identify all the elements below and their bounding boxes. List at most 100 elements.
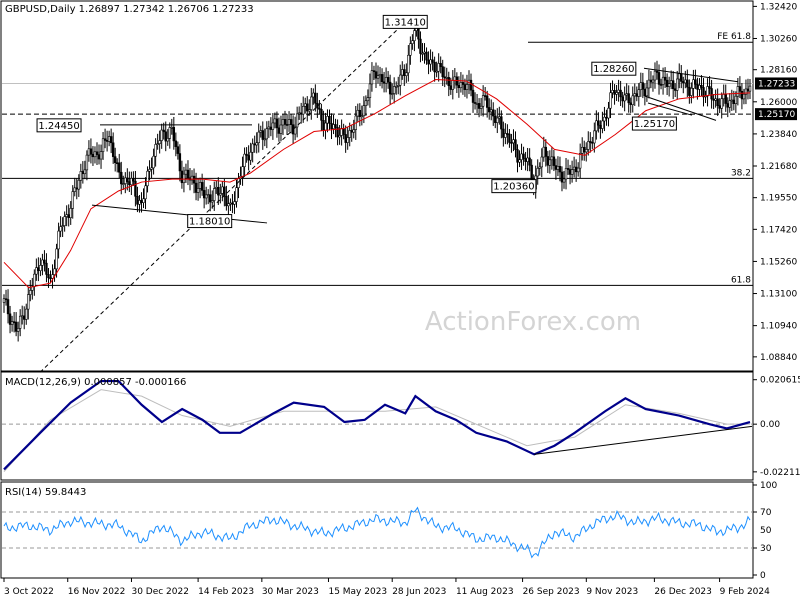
candle-body [328, 116, 331, 124]
candle-body [29, 290, 32, 295]
candle-body [322, 120, 325, 131]
candle-body [657, 72, 661, 85]
candle-body [126, 177, 129, 182]
annotation-label: 1.20360 [493, 182, 534, 193]
candle-body [740, 90, 744, 100]
candle-body [306, 103, 309, 112]
candle-body [471, 89, 475, 103]
channel-bottom-line [91, 204, 268, 224]
candle-body [61, 225, 64, 227]
candle-body [407, 54, 410, 74]
candle-body [116, 162, 119, 165]
candle-body [585, 149, 588, 153]
candle-body [601, 120, 604, 129]
candle-body [457, 84, 461, 89]
candle-body [678, 73, 681, 80]
level-label: 61.8 [731, 275, 751, 285]
candle-body [669, 80, 673, 84]
candle-body [611, 90, 614, 94]
candle-body [447, 77, 450, 87]
candle-body [684, 79, 687, 84]
candle-body [330, 123, 333, 129]
candle-body [746, 88, 750, 92]
candle-body [485, 95, 489, 108]
price-y-axis: 1.32420 1.30260 1.28160 1.26000 1.23840 1.216… [753, 2, 797, 363]
price-y-tick-label: 1.23840 [760, 130, 797, 140]
candle-body [366, 97, 370, 102]
candle-body [451, 80, 455, 90]
candle-body [676, 78, 679, 91]
candle-body [562, 178, 566, 183]
candle-body [477, 103, 481, 109]
candle-body [43, 259, 46, 264]
candle-body [554, 165, 558, 170]
candle-body [10, 321, 14, 325]
x-axis: 3 Oct 2022 16 Nov 2022 30 Dec 2022 14 Feb 2… [3, 578, 771, 597]
triangle-bottom-line-2 [647, 102, 693, 116]
price-y-tick-label: 1.08840 [760, 353, 797, 363]
candle-body [694, 79, 697, 85]
candle-body [314, 92, 317, 104]
rsi-line [3, 506, 751, 559]
price-y-tick-label: 1.26000 [760, 98, 797, 108]
candle-body [378, 74, 382, 77]
candle-body [613, 90, 616, 95]
candle-body [441, 66, 444, 78]
moving-average-line [3, 78, 751, 289]
candle-body [170, 127, 173, 129]
candle-body [37, 267, 40, 272]
candle-body [465, 84, 469, 90]
candle-body [338, 135, 341, 138]
candle-body [295, 113, 299, 128]
candle-body [722, 94, 725, 100]
candle-body [516, 149, 519, 163]
rsi-y-tick-label: 0 [760, 571, 766, 581]
candle-body [204, 194, 208, 199]
candle-body [251, 143, 254, 153]
candle-body [589, 141, 592, 143]
candle-body [411, 40, 414, 44]
macd-line [3, 379, 751, 471]
macd-label: MACD(12,26,9) 0.000857 -0.000166 [5, 377, 186, 388]
candle-body [605, 116, 608, 119]
candle-body [267, 126, 271, 130]
price-y-tick-label: 1.32420 [760, 2, 797, 12]
candle-body [352, 129, 355, 133]
candle-body [619, 89, 622, 98]
candle-body [138, 200, 141, 205]
x-tick-label: 30 Mar 2023 [262, 587, 319, 597]
candle-body [490, 109, 493, 113]
candle-body [150, 167, 153, 170]
candle-body [494, 115, 497, 123]
candle-body [544, 146, 548, 157]
candle-body [433, 61, 436, 73]
candle-body [560, 171, 564, 183]
candle-body [401, 69, 404, 76]
rsi-y-tick-label: 70 [760, 508, 772, 518]
candle-body [289, 119, 293, 125]
x-tick-label: 26 Dec 2023 [654, 587, 712, 597]
candle-body [583, 146, 586, 153]
candle-body [213, 188, 216, 201]
x-tick-label: 28 Jun 2023 [392, 587, 446, 597]
watermark: ActionForex.com [425, 307, 641, 337]
candle-body [122, 183, 125, 185]
candle-body [663, 76, 667, 81]
candle-body [607, 107, 610, 119]
candle-body [374, 71, 378, 79]
candle-body [326, 116, 329, 124]
x-tick-label: 9 Feb 2024 [720, 587, 771, 597]
candle-body [253, 143, 256, 146]
candle-body [599, 124, 602, 129]
candle-body [245, 153, 248, 156]
candle-body [744, 88, 748, 95]
candle-body [334, 124, 337, 128]
candle-body [200, 182, 204, 191]
candle-body [192, 175, 196, 184]
candle-body [75, 187, 78, 190]
candle-body [578, 153, 582, 169]
candle-body [172, 127, 176, 142]
candle-body [720, 98, 723, 109]
candle-body [405, 72, 408, 77]
annotation-box [631, 116, 677, 131]
